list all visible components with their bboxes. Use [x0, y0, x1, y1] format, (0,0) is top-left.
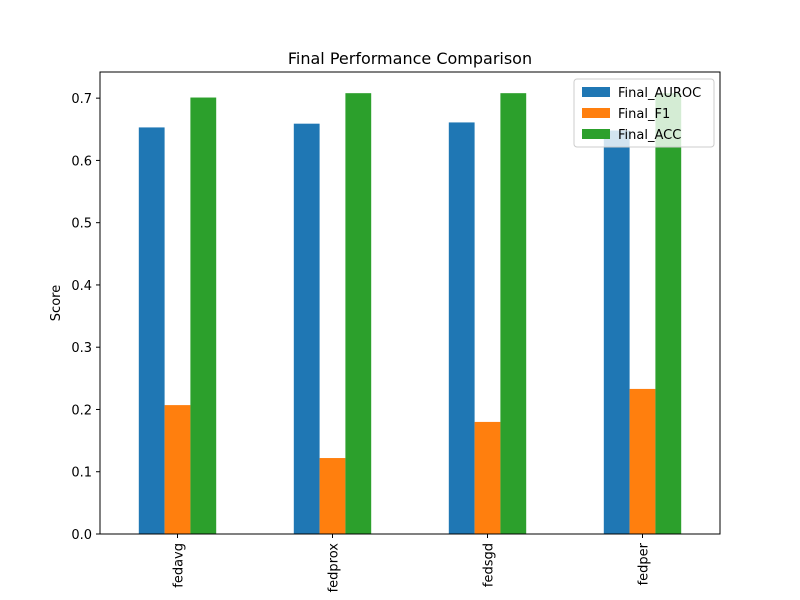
x-axis: fedavg fedprox fedsgd fedper — [172, 534, 652, 592]
y-tick-label: 0.7 — [71, 92, 92, 107]
x-tick-label: fedavg — [172, 543, 187, 588]
bar-final-acc-fedper — [655, 93, 682, 535]
legend-label: Final_ACC — [618, 128, 681, 143]
bar-final-acc-fedprox — [345, 93, 372, 535]
y-tick-label: 0.0 — [71, 528, 92, 543]
bar-final-f1-fedper — [629, 388, 656, 534]
x-tick-label: fedprox — [327, 543, 342, 593]
plot-frame — [99, 71, 721, 535]
bar-final-auroc-fedsgd — [448, 122, 475, 535]
x-tick-label: fedper — [637, 542, 652, 585]
legend-swatch — [582, 129, 610, 139]
x-tick-label: fedsgd — [482, 543, 497, 587]
y-tick-label: 0.3 — [71, 341, 92, 356]
bar-final-acc-fedsgd — [500, 93, 527, 535]
y-tick-label: 0.1 — [71, 466, 92, 481]
bars-group — [138, 93, 682, 535]
chart-title: Final Performance Comparison — [288, 49, 532, 68]
y-tick-label: 0.6 — [71, 154, 92, 169]
y-axis-label: Score — [49, 285, 64, 321]
y-axis: 0.0 0.1 0.2 0.3 0.4 0.5 0.6 0.7 — [71, 92, 100, 543]
legend-swatch — [582, 87, 610, 97]
bar-final-auroc-fedper — [603, 130, 630, 534]
y-tick-label: 0.5 — [71, 217, 92, 232]
bar-final-f1-fedprox — [319, 458, 346, 534]
y-tick-label: 0.4 — [71, 279, 92, 294]
legend: Final_AUROC Final_F1 Final_ACC — [573, 78, 715, 148]
bar-final-auroc-fedavg — [138, 127, 165, 535]
y-tick-label: 0.2 — [71, 403, 92, 418]
bar-final-f1-fedsgd — [474, 421, 501, 534]
legend-swatch — [582, 108, 610, 118]
bar-final-auroc-fedprox — [293, 123, 320, 535]
bar-final-f1-fedavg — [164, 405, 191, 534]
legend-label: Final_F1 — [618, 107, 670, 122]
legend-label: Final_AUROC — [618, 86, 701, 101]
bar-final-acc-fedavg — [190, 97, 217, 534]
